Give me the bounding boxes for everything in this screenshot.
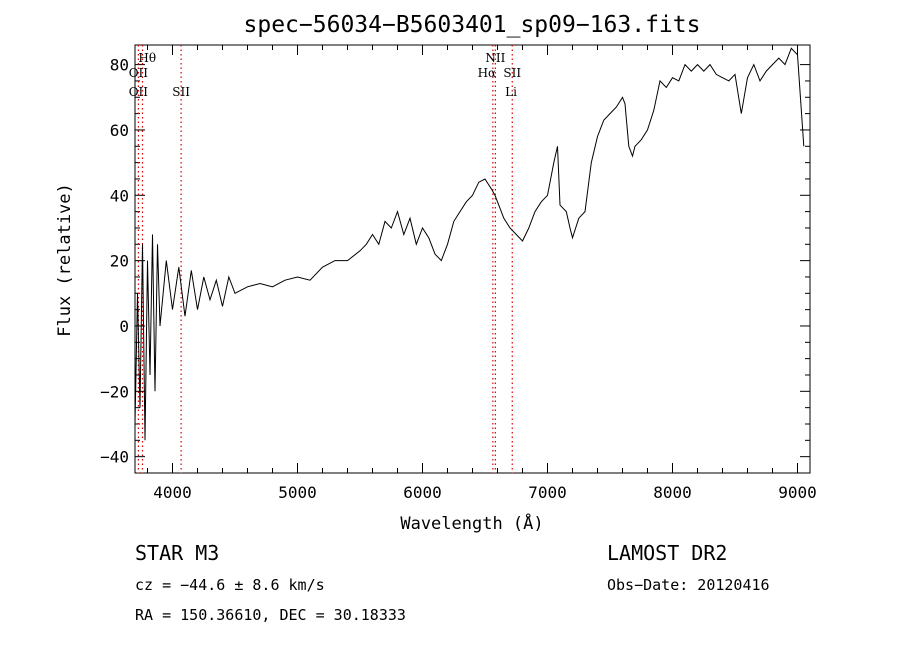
x-tick-label: 7000 (528, 483, 567, 502)
observation-date: Obs−Date: 20120416 (607, 576, 770, 594)
redshift-velocity: cz = −44.6 ± 8.6 km/s (135, 576, 325, 594)
plot-border (134, 44, 811, 474)
coordinates: RA = 150.36610, DEC = 30.18333 (135, 606, 406, 624)
y-axis: −40 −20 0 20 40 60 80 (100, 56, 810, 467)
y-tick-label: −20 (100, 382, 129, 401)
line-label: NII (485, 51, 505, 65)
plot-frame (134, 44, 811, 474)
y-tick-label: 80 (110, 56, 129, 75)
line-label: SII (172, 85, 190, 99)
y-tick-label: −40 (100, 448, 129, 467)
x-tick-label: 5000 (278, 483, 317, 502)
x-tick-label: 8000 (653, 483, 692, 502)
y-tick-label: 60 (110, 121, 129, 140)
line-label: OII (129, 85, 149, 99)
spectrum-line (134, 47, 805, 441)
line-label: Li (505, 85, 517, 99)
y-tick-label: 40 (110, 186, 129, 205)
x-tick-label: 4000 (153, 483, 192, 502)
y-axis-label: Flux (relative) (55, 183, 75, 337)
y-tick-label: 20 (110, 252, 129, 271)
line-label: OII (129, 66, 149, 80)
emission-line-markers (137, 45, 513, 473)
chart-title: spec−56034−B5603401_sp09−163.fits (244, 12, 701, 38)
survey-name: LAMOST DR2 (607, 541, 728, 565)
line-label: Hα (478, 66, 497, 80)
x-axis-label: Wavelength (Å) (400, 512, 543, 534)
object-class: STAR M3 (135, 541, 220, 565)
x-tick-label: 9000 (778, 483, 817, 502)
y-tick-label: 0 (119, 317, 129, 336)
x-axis: 4000 5000 6000 7000 8000 9000 (147, 45, 817, 502)
line-label: Hθ (138, 51, 156, 65)
x-tick-label: 6000 (403, 483, 442, 502)
line-label: SII (503, 66, 521, 80)
